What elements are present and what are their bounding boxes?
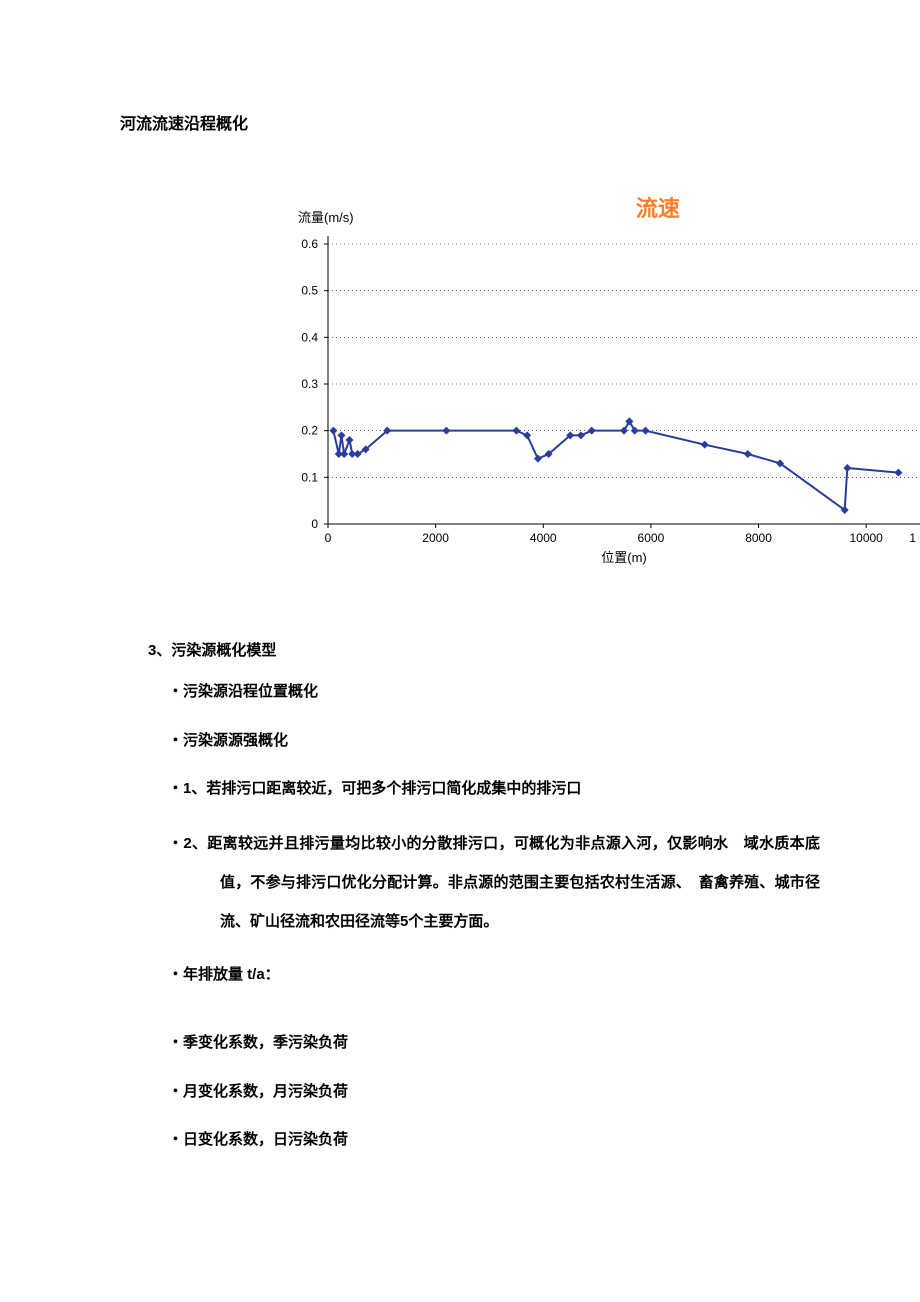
bullet-item: ・污染源沿程位置概化 xyxy=(168,678,820,707)
svg-text:0.3: 0.3 xyxy=(301,377,318,391)
chart-svg: 流量(m/s) 流速 0 0.1 0.2 0.3 0.4 0.5 0.6 0 2000 4000 600… xyxy=(280,194,920,584)
bullet-item: ・季变化系数，季污染负荷 xyxy=(168,1029,820,1058)
svg-text:6000: 6000 xyxy=(638,531,665,545)
svg-text:10000: 10000 xyxy=(849,531,883,545)
svg-text:流量(m/s): 流量(m/s) xyxy=(298,210,354,225)
bullet-item: ・月变化系数，月污染负荷 xyxy=(168,1078,820,1107)
bullet-item: ・污染源源强概化 xyxy=(168,727,820,756)
svg-text:0.5: 0.5 xyxy=(301,284,318,298)
bullet-item: ・2、距离较远并且排污量均比较小的分散排污口，可概化为非点源入河，仅影响水 域水… xyxy=(168,824,820,941)
svg-text:4000: 4000 xyxy=(530,531,557,545)
svg-text:2000: 2000 xyxy=(422,531,449,545)
bullet-item: ・年排放量 t/a： xyxy=(168,961,820,990)
svg-text:0.1: 0.1 xyxy=(301,470,318,484)
svg-text:流速: 流速 xyxy=(636,196,680,221)
svg-text:8000: 8000 xyxy=(745,531,772,545)
flow-velocity-chart: 流量(m/s) 流速 0 0.1 0.2 0.3 0.4 0.5 0.6 0 2000 4000 600… xyxy=(280,194,820,589)
svg-text:1: 1 xyxy=(909,531,916,545)
document-page: 河流流速沿程概化 流量(m/s) 流速 0 0.1 0.2 0.3 0.4 0.5 0.6 0 20… xyxy=(0,0,920,1235)
section-heading: 3、污染源概化模型 xyxy=(148,639,820,660)
bullet-item: ・1、若排污口距离较近，可把多个排污口简化成集中的排污口 xyxy=(168,775,820,804)
svg-text:0: 0 xyxy=(325,531,332,545)
svg-text:0: 0 xyxy=(311,517,318,531)
bullet-item: ・日变化系数，日污染负荷 xyxy=(168,1126,820,1155)
bullet-list: ・污染源沿程位置概化・污染源源强概化・1、若排污口距离较近，可把多个排污口简化成… xyxy=(120,678,820,1155)
page-heading: 河流流速沿程概化 xyxy=(120,110,820,134)
svg-text:位置(m): 位置(m) xyxy=(601,550,647,565)
svg-text:0.4: 0.4 xyxy=(301,330,318,344)
svg-text:0.2: 0.2 xyxy=(301,424,318,438)
svg-text:0.6: 0.6 xyxy=(301,237,318,251)
